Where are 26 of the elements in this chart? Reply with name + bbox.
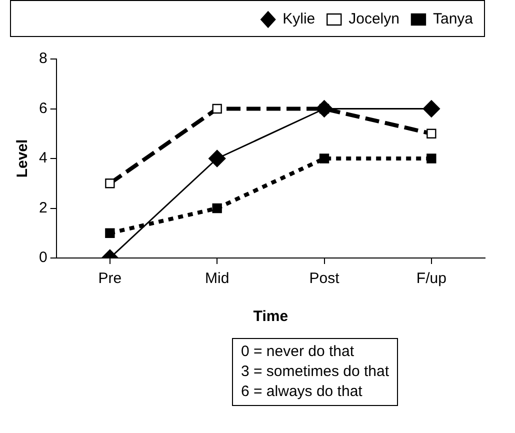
legend-label: Jocelyn: [348, 10, 400, 28]
y-tick-label: 0: [39, 249, 48, 266]
x-tick-label: F/up: [416, 270, 446, 288]
y-tick-label: 4: [39, 150, 48, 167]
text: 6 = always do that: [241, 382, 364, 402]
y-tick-label: 6: [39, 100, 48, 117]
point: [212, 203, 222, 214]
point: [105, 228, 115, 238]
y-tick-label: 2: [39, 199, 48, 216]
point: [426, 154, 436, 164]
x-tick-label: Pre: [98, 270, 122, 288]
x-axis-title: Time: [253, 308, 288, 326]
x-tick-label: Post: [309, 270, 340, 288]
legend-label: Tanya: [432, 10, 474, 28]
x-tick-label: Mid: [205, 270, 230, 288]
point: [105, 178, 115, 188]
point: [422, 100, 440, 118]
y-tick-label: 8: [39, 50, 48, 68]
legend-label: Kylie: [282, 10, 316, 28]
text: 0 = never do that: [241, 342, 355, 362]
text: 3 = sometimes do that: [241, 362, 389, 382]
point: [319, 154, 330, 164]
y-axis-title: Level: [14, 139, 32, 178]
point: [208, 150, 226, 168]
point: [426, 128, 436, 138]
point: [212, 104, 222, 114]
